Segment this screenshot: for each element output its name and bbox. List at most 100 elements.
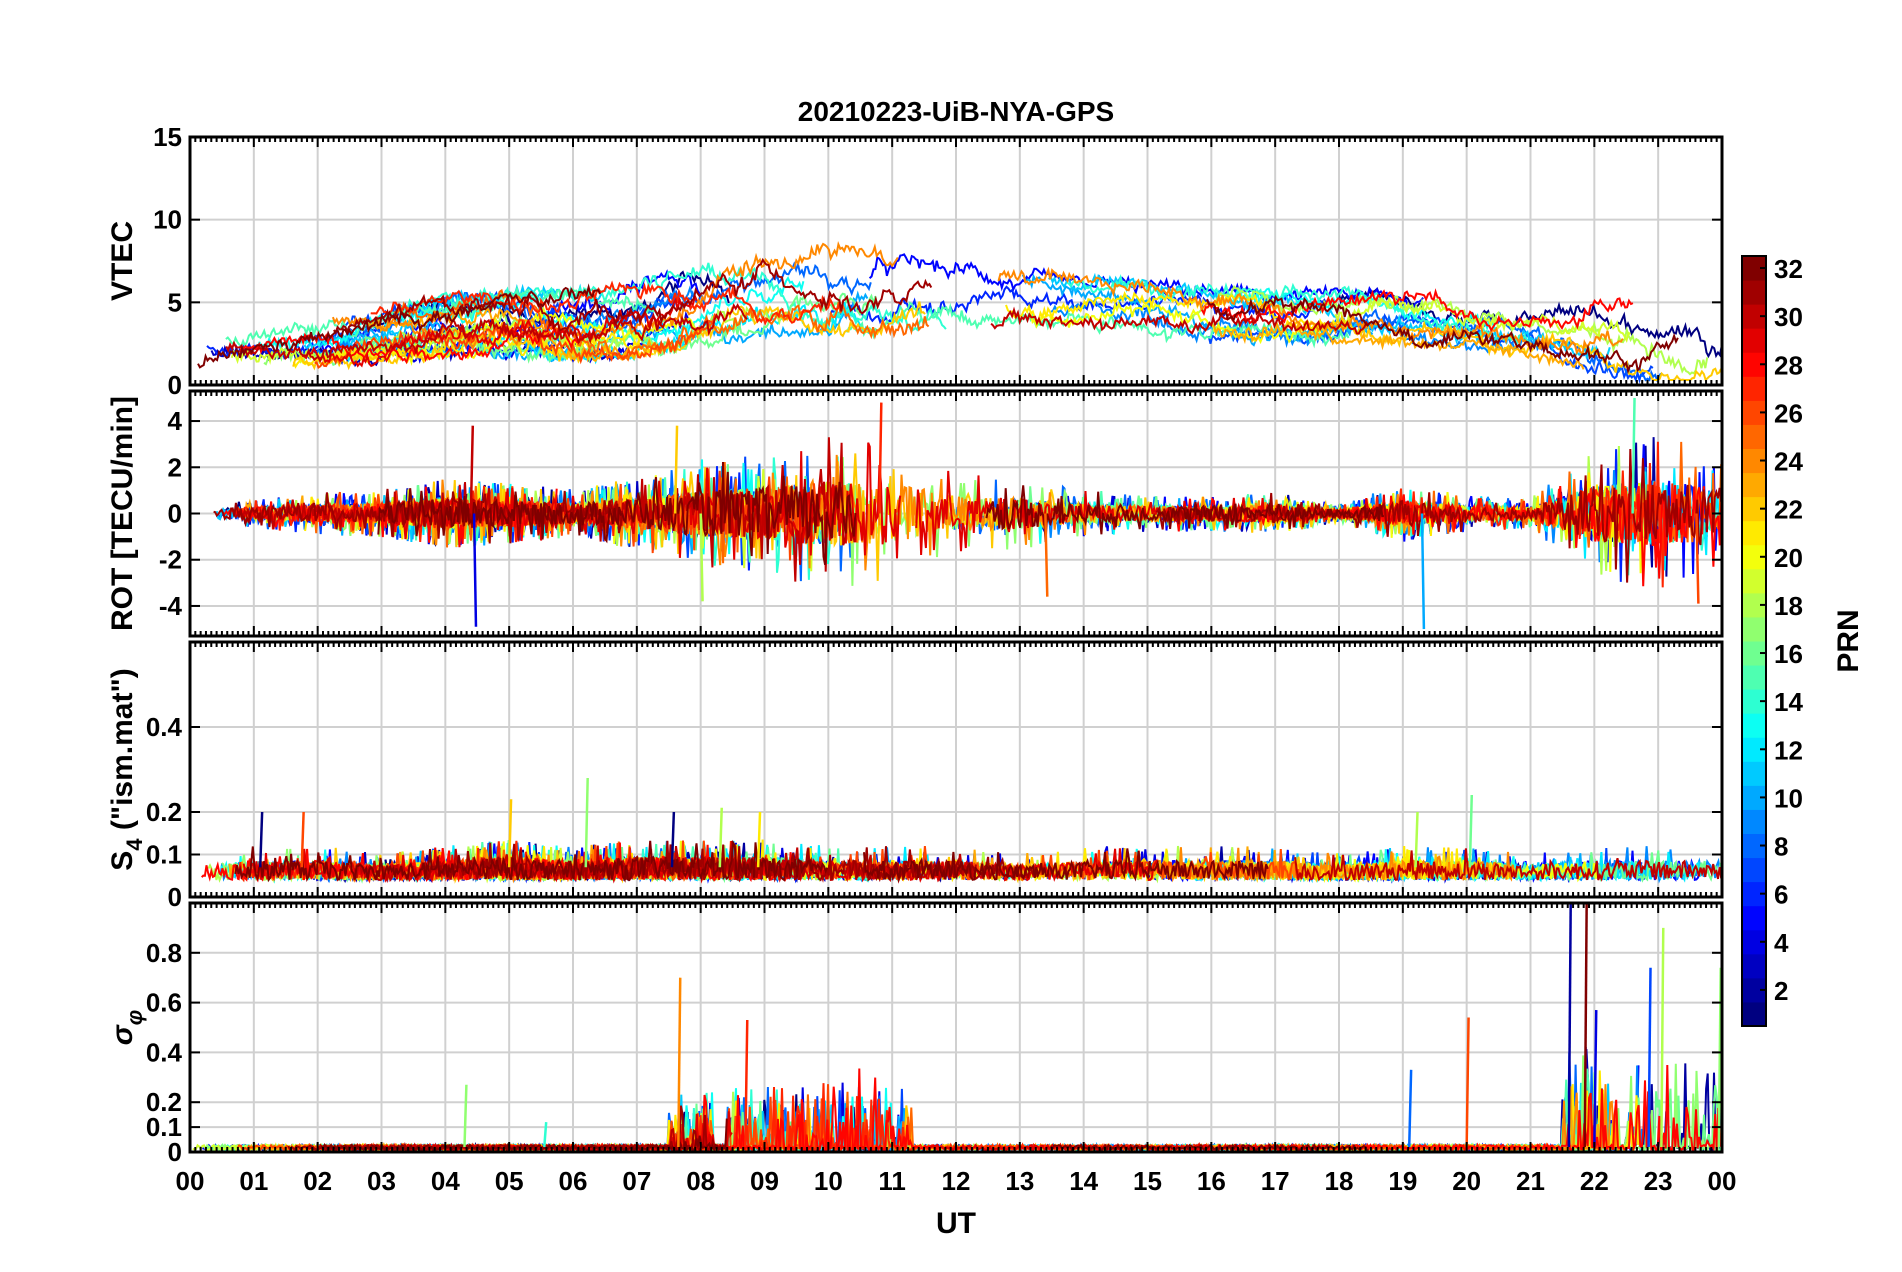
y-tick-label: 0 xyxy=(168,499,182,529)
y-tick-label: 0 xyxy=(168,882,182,912)
colorbar-tick-label: 14 xyxy=(1774,687,1803,717)
spike-6 xyxy=(1420,513,1426,630)
x-tick-label: 13 xyxy=(1005,1166,1034,1196)
series-prn-20 xyxy=(1027,300,1350,345)
colorbar-tick-label: 22 xyxy=(1774,495,1803,525)
x-tick-label: 22 xyxy=(1580,1166,1609,1196)
series-prn-31 xyxy=(333,257,933,335)
colorbar-swatch-31 xyxy=(1742,280,1766,305)
y-axis-label-vtec: VTEC xyxy=(106,221,139,301)
panel-vtec: 0 5 10 15 VTEC xyxy=(106,122,1724,400)
x-tick-label: 21 xyxy=(1516,1166,1545,1196)
x-tick-label: 01 xyxy=(239,1166,268,1196)
x-tick-label: 11 xyxy=(878,1166,906,1196)
spike-11 xyxy=(1717,967,1722,1148)
colorbar-swatch-11 xyxy=(1742,761,1766,786)
colorbar-swatch-21 xyxy=(1742,520,1766,546)
x-tick-label: 00 xyxy=(176,1166,205,1196)
spike-3 xyxy=(699,513,704,602)
series-prn-26 xyxy=(314,313,716,370)
x-tick-label: 15 xyxy=(1133,1166,1162,1196)
y-axis-label-rot: ROT [TECU/min] xyxy=(106,396,139,631)
colorbar-tick-label: 4 xyxy=(1774,928,1789,958)
colorbar-swatch-27 xyxy=(1742,376,1766,401)
colorbar-tick-label: 24 xyxy=(1774,447,1803,477)
y-tick-label: 0.2 xyxy=(146,1087,182,1117)
x-tick-label: 23 xyxy=(1644,1166,1673,1196)
colorbar-tick-label: 26 xyxy=(1774,398,1803,428)
colorbar-tick-label: 2 xyxy=(1774,976,1788,1006)
panel-sigma_phi-grid xyxy=(190,903,1722,1152)
y-tick-label: 10 xyxy=(153,205,182,235)
spike-4 xyxy=(878,402,883,514)
spike-4 xyxy=(670,811,676,868)
panel-vtec-series xyxy=(197,241,1722,384)
panel-rot-frame xyxy=(188,389,1724,638)
spike-10 xyxy=(1660,927,1665,1148)
x-tick-label: 03 xyxy=(367,1166,396,1196)
x-tick-label: 10 xyxy=(814,1166,843,1196)
series-prn-32 xyxy=(377,461,857,565)
series-prn-15 xyxy=(845,301,1350,349)
spike-7 xyxy=(1631,397,1636,514)
colorbar-swatch-7 xyxy=(1742,857,1766,883)
series-prn-28 xyxy=(1201,288,1634,333)
spike-8 xyxy=(1593,1010,1598,1148)
spike-5 xyxy=(1044,513,1049,597)
series-prn-30 xyxy=(990,306,1370,335)
spike-2 xyxy=(677,977,682,1148)
series-prn-32 xyxy=(234,839,829,883)
y-tick-label: 0.2 xyxy=(146,797,182,827)
x-tick-label: 12 xyxy=(942,1166,971,1196)
y-tick-label: 0.4 xyxy=(146,712,183,742)
x-tick-label: 18 xyxy=(1325,1166,1354,1196)
spike-8 xyxy=(1468,794,1474,868)
series-prn-29 xyxy=(301,292,698,368)
series-prn-32 xyxy=(1050,1142,1369,1152)
spike-2 xyxy=(673,425,679,514)
y-tick-label: 4 xyxy=(168,406,183,436)
colorbar-tick-label: 28 xyxy=(1774,350,1803,380)
panel-sigma_phi: 00.10.2 0.4 0.6 0.8 σφ xyxy=(106,901,1724,1167)
series-prn-23 xyxy=(1213,320,1585,370)
colorbar-tick-label: 10 xyxy=(1774,783,1803,813)
series-prn-32 xyxy=(1205,294,1679,375)
panel-rot-series xyxy=(213,397,1722,630)
colorbar-tick-label: 16 xyxy=(1774,639,1803,669)
spike-1 xyxy=(472,513,478,627)
panel-vtec-grid xyxy=(190,137,1722,385)
y-axis-label-sigma_phi: σφ xyxy=(106,1010,147,1045)
x-tick-label: 14 xyxy=(1069,1166,1098,1196)
colorbar-swatch-9 xyxy=(1742,809,1766,834)
y-axis-label-s4: S4 ("ism.mat") xyxy=(106,668,147,870)
y-tick-label: 2 xyxy=(168,452,182,482)
x-tick-label: 08 xyxy=(686,1166,715,1196)
series-prn-27 xyxy=(370,280,843,326)
panel-sigma_phi-frame xyxy=(188,901,1724,1154)
spike-5 xyxy=(1465,1017,1470,1148)
series-prn-22 xyxy=(1302,315,1722,382)
colorbar-tick-label: 20 xyxy=(1774,543,1803,573)
y-tick-label: 0.1 xyxy=(146,840,182,870)
y-tick-label: 0.4 xyxy=(146,1037,183,1067)
series-prn-14 xyxy=(1066,273,1534,348)
colorbar-tick-label: 12 xyxy=(1774,735,1803,765)
colorbar-swatch-25 xyxy=(1742,424,1766,449)
panel-s4-frame xyxy=(188,640,1724,899)
spike-6 xyxy=(1567,903,1572,1148)
colorbar-frame xyxy=(1741,255,1767,1027)
x-tick-labels: 00 01 02 03 04 05 06 07 08 09 10 11 12 13 14 15 16 17 18 19… xyxy=(176,1166,1737,1196)
spike-9 xyxy=(1647,967,1652,1148)
y-tick-label: 0.8 xyxy=(146,938,182,968)
y-tick-label: 0.6 xyxy=(146,988,182,1018)
y-tick-label: 15 xyxy=(153,122,182,152)
spike-7 xyxy=(1414,811,1419,868)
y-tick-label: -4 xyxy=(159,591,183,621)
colorbar-tick-label: 6 xyxy=(1774,880,1788,910)
series-prn-32 xyxy=(197,283,601,369)
spike-2 xyxy=(507,799,513,868)
series-prn-19 xyxy=(1334,296,1631,343)
colorbar-swatch-1 xyxy=(1742,1001,1766,1027)
spike-0 xyxy=(258,811,264,868)
x-tick-label: 07 xyxy=(622,1166,651,1196)
